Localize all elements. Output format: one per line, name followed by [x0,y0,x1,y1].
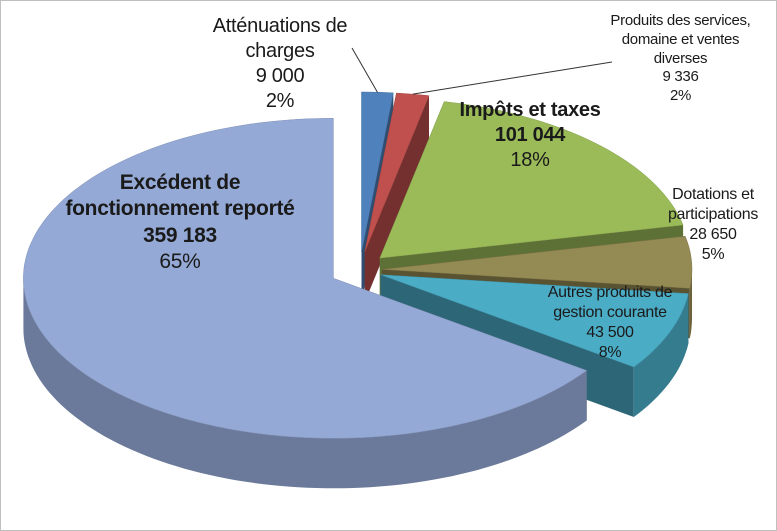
slice [380,274,689,368]
slice-label: Autres produits de gestion courante 43 50… [530,283,690,363]
slice-label: Dotations et participations 28 650 5% [648,185,777,265]
slice-label: Impôts et taxes 101 044 18% [450,98,610,173]
value-label: 9 000 [255,65,305,87]
category-label: Excédent de fonctionnement reporté [65,171,295,221]
percent-label: 18% [510,149,550,171]
slice [379,101,684,259]
slice-side [364,95,429,303]
value-label: 101 044 [494,124,566,146]
slice-wall [633,293,689,417]
leader-line [412,61,613,95]
category-label: Dotations et participations [667,186,759,223]
leader-line [351,47,378,93]
slice [364,92,430,253]
value-label: 28 650 [689,226,737,243]
percent-label: 8% [598,344,622,361]
slice [381,235,693,289]
percent-label: 2% [265,90,295,112]
category-label: Autres produits de gestion courante [547,284,673,321]
slice-label: Excédent de fonctionnement reporté 359 18… [65,170,295,275]
value-label: 43 500 [586,324,634,341]
percent-label: 65% [159,249,201,273]
slice-label: Atténuations de charges 9 000 2% [200,14,360,114]
percent-label: 5% [701,246,725,263]
slice [23,118,588,439]
value-label: 359 183 [143,223,217,247]
slice-wall [23,278,587,489]
slice-label: Produits des services, domaine et ventes… [598,12,763,106]
category-label: Atténuations de charges [212,15,348,62]
category-label: Impôts et taxes [459,99,601,121]
percent-label: 2% [669,87,692,104]
category-label: Produits des services, domaine et ventes… [610,12,751,67]
value-label: 9 336 [662,68,699,86]
